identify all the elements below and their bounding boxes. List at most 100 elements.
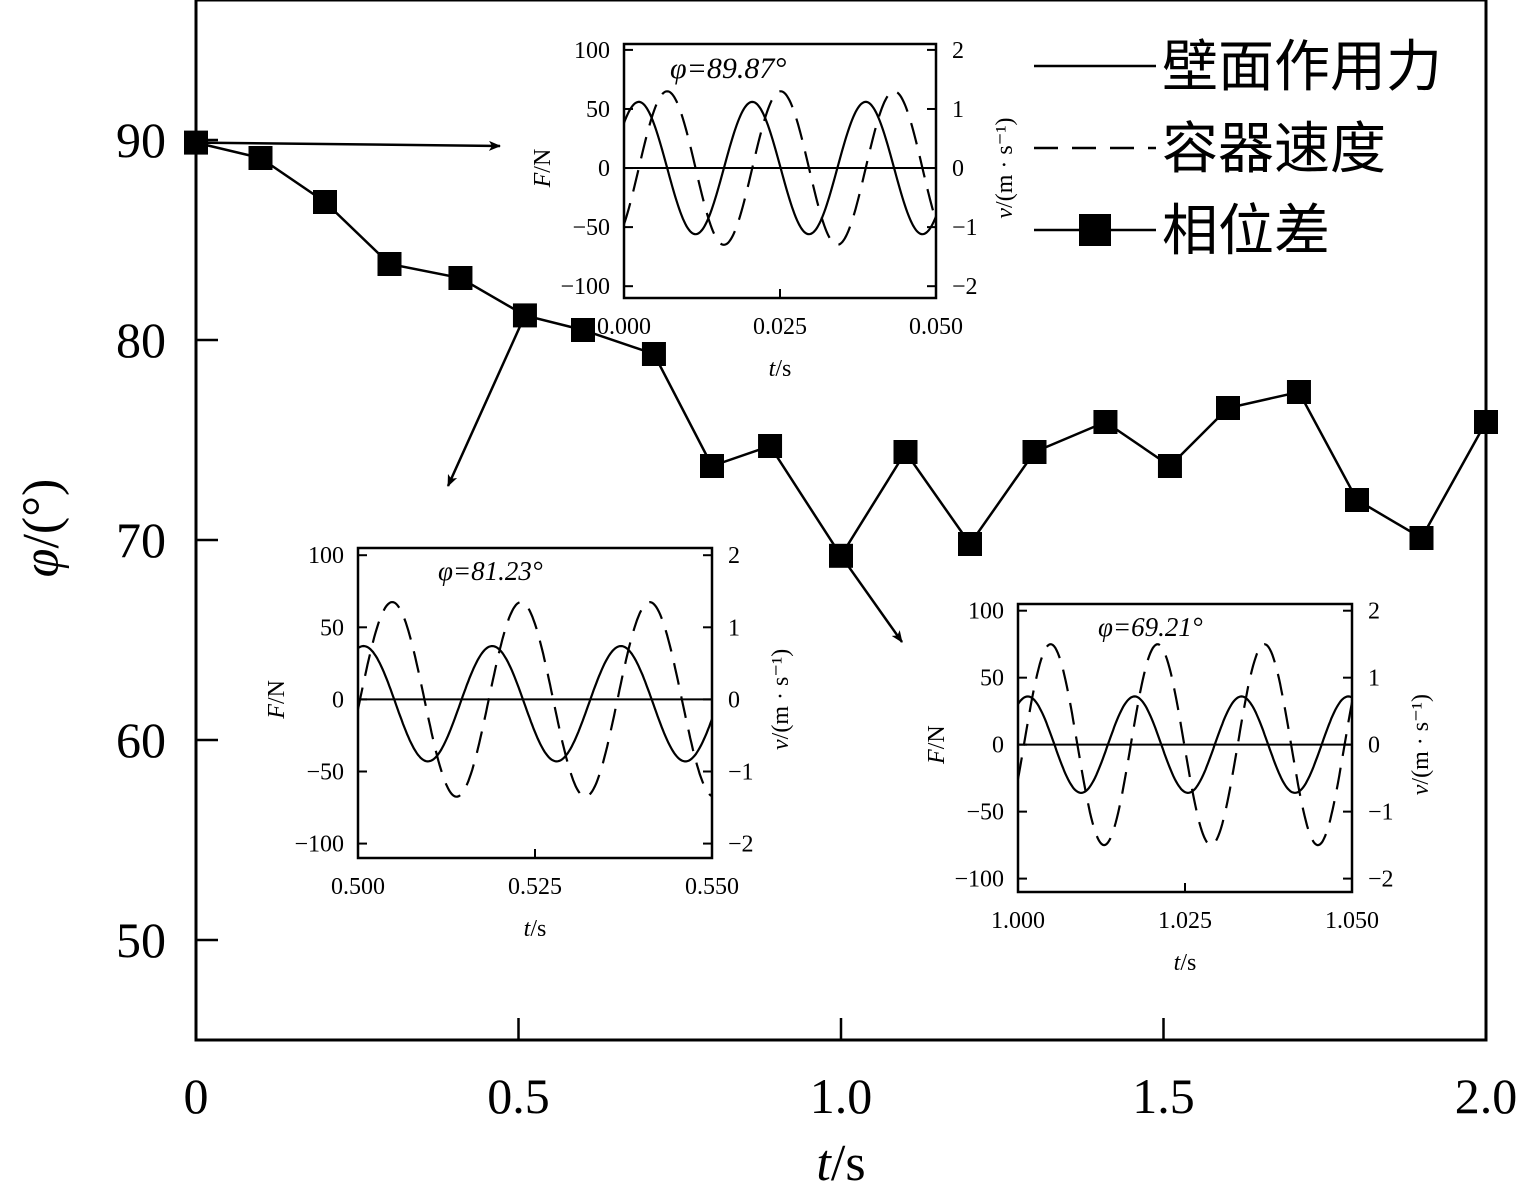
inset-background [620, 40, 940, 302]
inset-x-tick-label: 0.525 [508, 874, 562, 900]
inset-x-axis-title: t/s [769, 356, 792, 382]
phase-difference-point [1093, 410, 1118, 434]
inset-y-axis-title: F/N [530, 149, 556, 189]
inset-y2-axis-title: v/(m · s⁻¹) [768, 649, 794, 750]
y-tick-label: 50 [116, 912, 166, 968]
inset-x-unit: /s [530, 916, 546, 942]
inset-y-tick-label: −100 [294, 832, 344, 858]
inset-y2-variable: v [1408, 784, 1434, 795]
inset-y-tick-label: 50 [586, 97, 610, 123]
x-axis-variable: t [816, 1135, 832, 1192]
inset-x-unit: /s [775, 356, 791, 382]
inset-x-unit: /s [1180, 950, 1196, 976]
inset-y2-axis-title: v/(m · s⁻¹) [992, 117, 1018, 218]
inset-x-variable: t [524, 916, 532, 942]
inset-x-tick-label: 0.500 [331, 874, 385, 900]
y-axis-title: φ/(°) [13, 479, 70, 578]
inset-y2-tick-label: 2 [728, 543, 740, 569]
container-velocity-curve [622, 90, 938, 246]
phase-difference-point [184, 130, 208, 155]
inset-x-tick-label: 1.000 [991, 908, 1045, 934]
phase-difference-point [248, 146, 273, 170]
wall-force-curve [357, 644, 714, 763]
container-velocity-curve [1016, 643, 1354, 847]
wall-force-curve [622, 100, 938, 236]
inset-y-tick-label: −50 [966, 800, 1004, 826]
inset-y-tick-label: 50 [320, 615, 344, 641]
y-tick-label: 90 [116, 112, 166, 168]
x-tick-label: 1.5 [1132, 1068, 1195, 1124]
inset-x-tick-label: 1.050 [1325, 908, 1379, 934]
y-axis-unit: /(°) [13, 479, 70, 549]
legend-label-3: 相位差 [1162, 199, 1330, 264]
phase-difference-point [958, 532, 982, 556]
pointer-arrow [195, 140, 501, 151]
inset-phase-annotation: φ=69.21° [1098, 612, 1203, 642]
phase-difference-point [512, 303, 537, 328]
inset-y2-axis-title: v/(m · s⁻¹) [1408, 694, 1434, 795]
inset-y-tick-label: 100 [574, 38, 610, 64]
container-velocity-curve [356, 600, 713, 798]
inset-y2-unit: /(m · s⁻¹) [1408, 694, 1434, 785]
inset-y-tick-label: 0 [598, 156, 610, 182]
inset-x-tick-label: 1.025 [1158, 908, 1212, 934]
inset-y2-tick-label: 0 [952, 156, 964, 182]
phase-difference-point [1409, 526, 1434, 550]
inset-phase-annotation: φ=89.87° [670, 52, 786, 85]
x-tick-label: 0 [184, 1068, 209, 1124]
inset-y2-tick-label: 0 [728, 687, 740, 713]
x-tick-label: 1.0 [810, 1068, 873, 1124]
phase-difference-point [1157, 454, 1182, 478]
phase-difference-point [313, 190, 337, 214]
inset-y2-unit: /(m · s⁻¹) [768, 649, 794, 740]
legend-label-2: 容器速度 [1162, 117, 1386, 182]
phase-difference-point [829, 543, 853, 568]
inset-y2-tick-label: −1 [952, 215, 978, 241]
inset-y2-tick-label: −2 [952, 274, 978, 300]
legend-square-marker [1079, 214, 1111, 246]
inset-x-axis-title: t/s [524, 916, 547, 942]
inset-x-variable: t [1174, 950, 1182, 976]
pointer-arrow [839, 555, 904, 643]
inset-y-variable: F [530, 172, 556, 188]
legend-label-1: 壁面作用力 [1162, 35, 1442, 100]
inset-y-tick-label: −100 [560, 274, 610, 300]
phase-difference-point [1286, 380, 1311, 404]
inset-y-tick-label: −100 [954, 867, 1004, 893]
inset-y-axis-title: F/N [264, 680, 290, 720]
inset-y-tick-label: −50 [572, 215, 610, 241]
inset-y-tick-label: 100 [968, 599, 1004, 625]
inset-y-unit: /N [924, 725, 950, 749]
inset-background [354, 544, 716, 862]
phase-difference-point [1345, 488, 1369, 512]
y-axis-variable: φ [13, 549, 70, 578]
x-tick-label: 2.0 [1455, 1068, 1518, 1124]
x-tick-label: 0.5 [487, 1068, 550, 1124]
inset-y2-tick-label: 2 [1368, 599, 1380, 625]
inset-y2-tick-label: 1 [728, 615, 740, 641]
phase-difference-point [448, 266, 473, 290]
x-axis-unit: /s [831, 1135, 866, 1192]
phase-difference-point [1216, 396, 1240, 420]
phase-difference-point [893, 440, 918, 464]
y-tick-label: 80 [116, 312, 166, 368]
inset-x-axis-title: t/s [1174, 950, 1197, 976]
inset-y-tick-label: −50 [306, 759, 344, 785]
inset-x-tick-label: 0.550 [685, 874, 739, 900]
inset-y2-tick-label: 0 [1368, 733, 1380, 759]
inset-x-tick-label: 0.000 [597, 314, 651, 340]
phase-difference-point [571, 318, 595, 342]
inset-chart-3: 1.000 1.025 1.050100500−50−100210−1−2t/sF/… [924, 599, 1434, 976]
inset-x-tick-label: 0.025 [753, 314, 807, 340]
inset-y2-tick-label: −2 [728, 832, 754, 858]
phase-difference-point [1022, 440, 1047, 464]
inset-y2-variable: v [768, 739, 794, 750]
inset-y2-tick-label: 2 [952, 38, 964, 64]
inset-y2-unit: /(m · s⁻¹) [992, 117, 1018, 208]
inset-x-variable: t [769, 356, 777, 382]
inset-y-variable: F [264, 704, 290, 720]
inset-y2-tick-label: −2 [1368, 867, 1394, 893]
inset-chart-2: 0.500 0.525 0.550100500−50−100210−1−2t/sF/… [264, 543, 794, 942]
y-tick-label: 60 [116, 712, 166, 768]
